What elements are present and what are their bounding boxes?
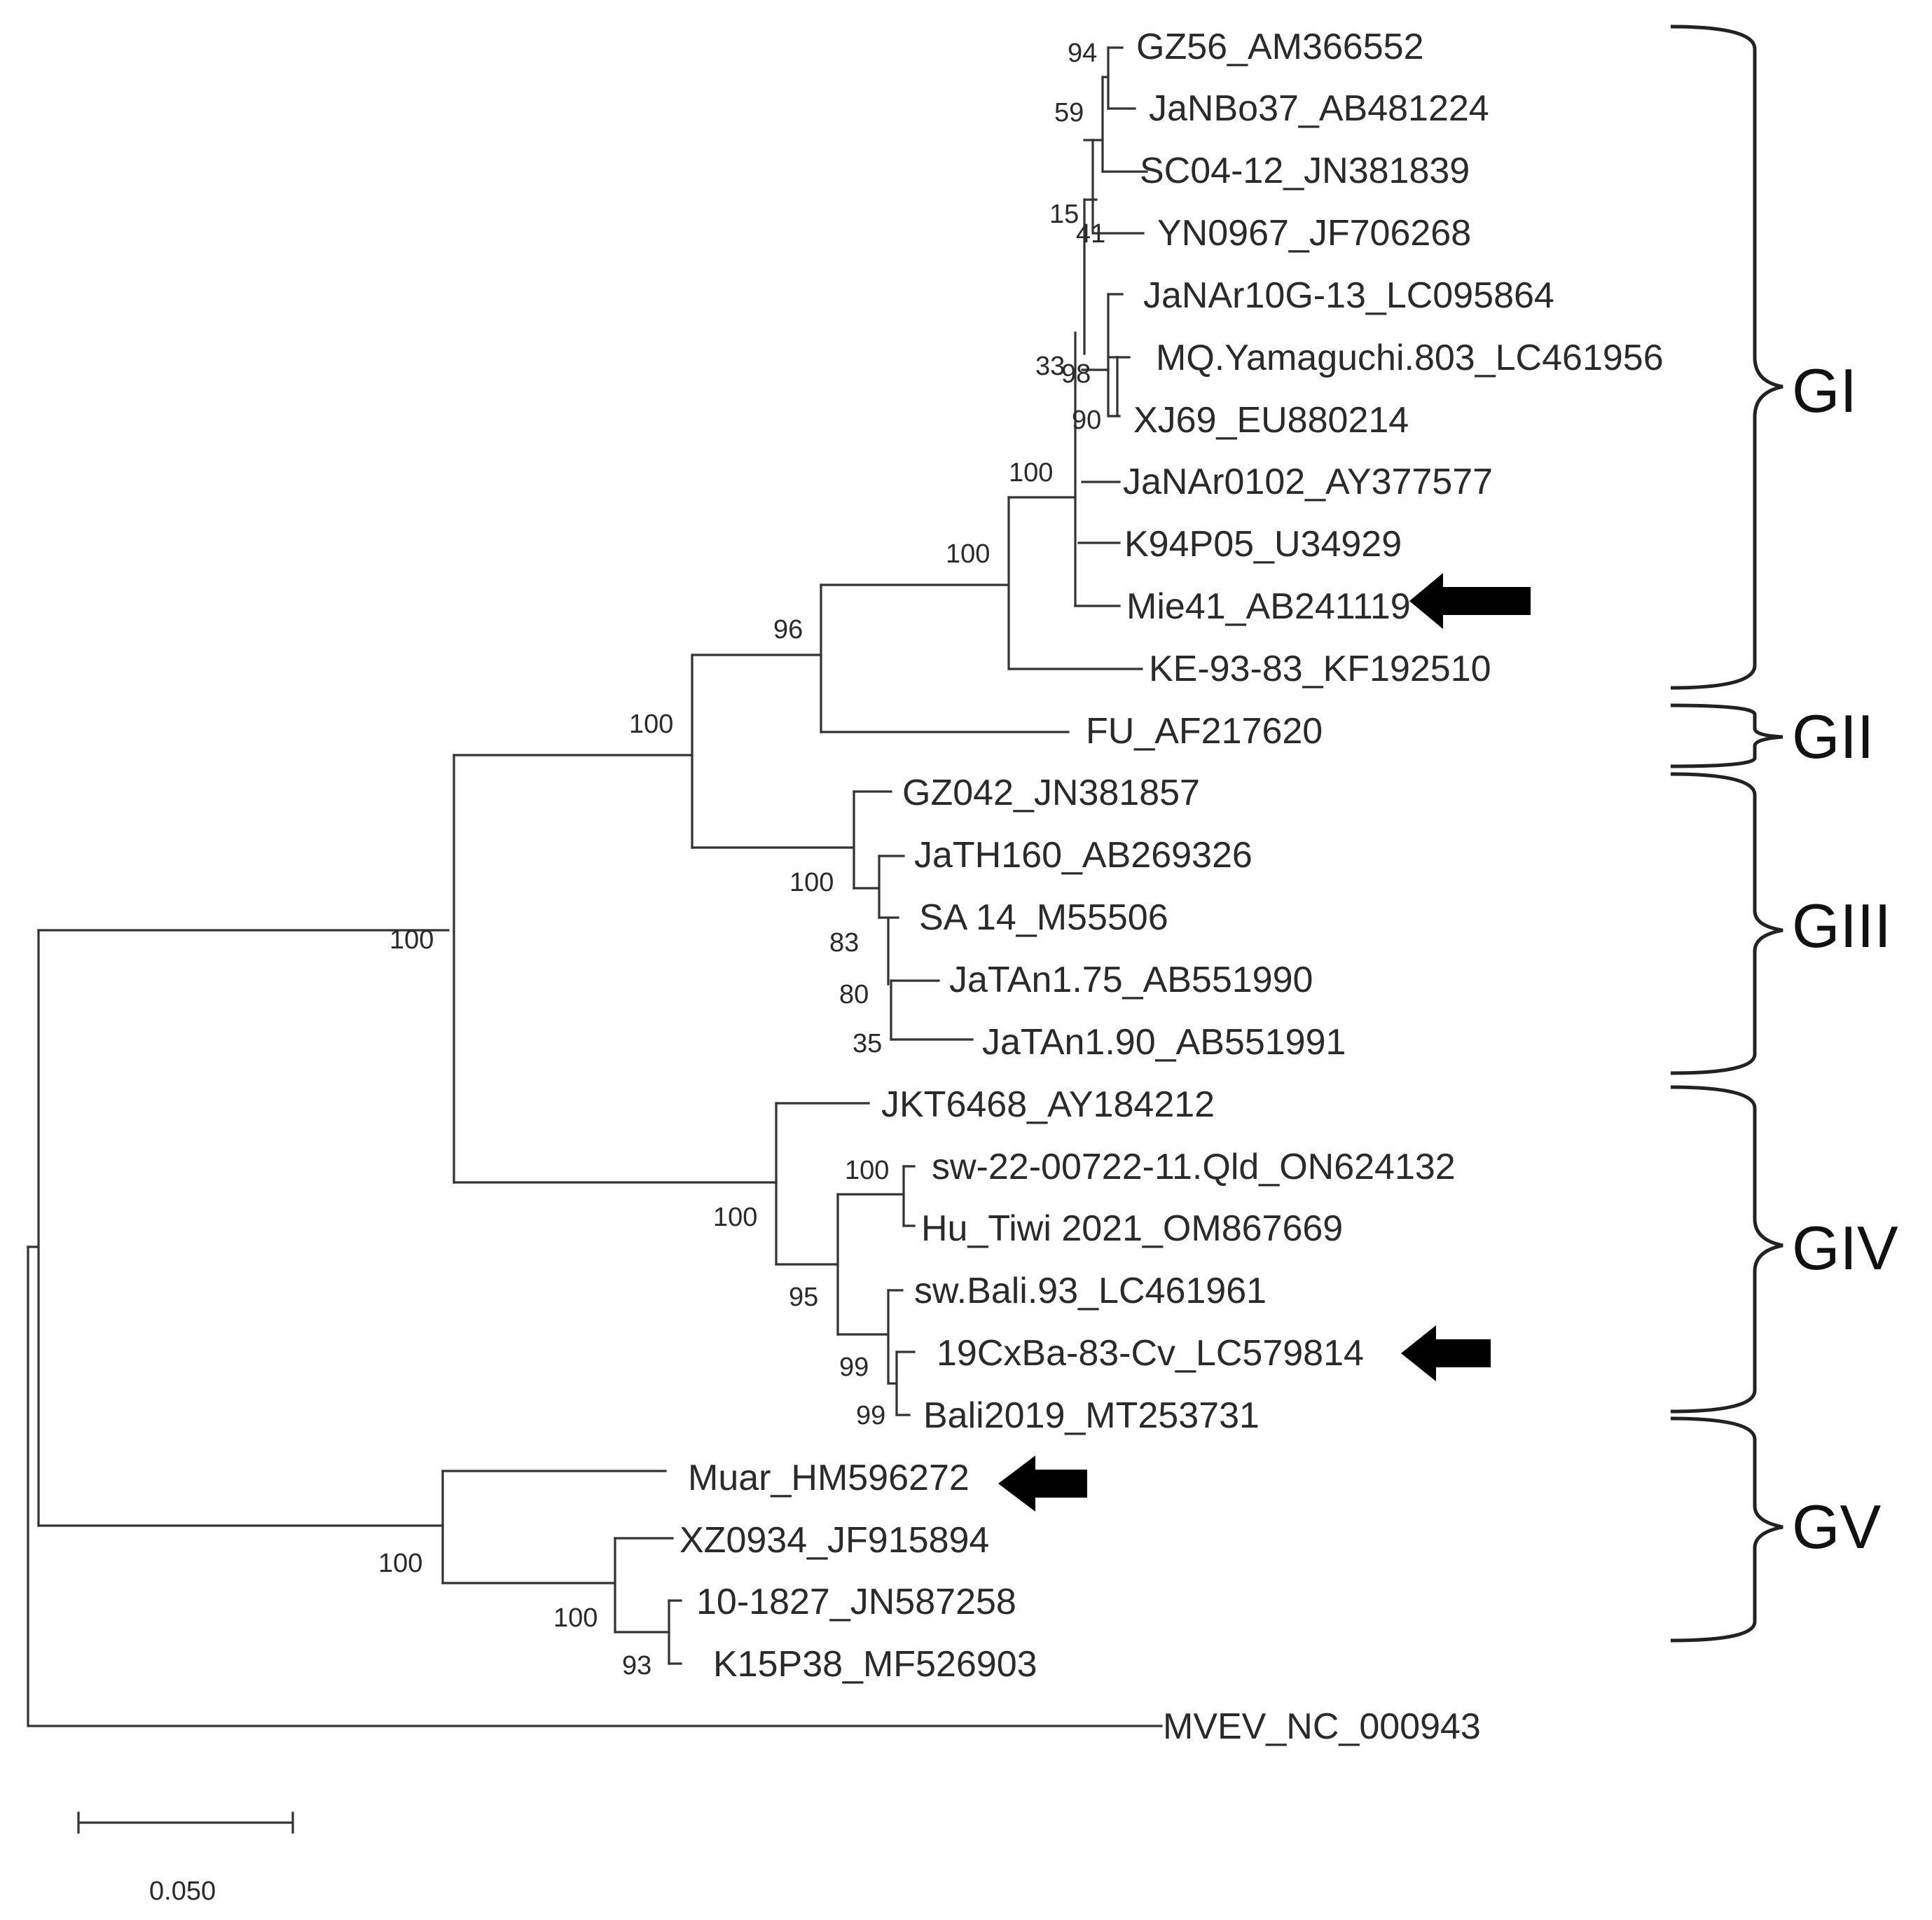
- taxon-label: GZ042_JN381857: [902, 773, 1200, 813]
- leaf-labels: GZ56_AM366552 JaNBo37_AB481224 SC04-12_J…: [679, 27, 1664, 1747]
- tree-branches: [27, 46, 1163, 1727]
- bootstrap-value: 33: [1035, 352, 1065, 381]
- taxon-label: Muar_HM596272: [688, 1458, 970, 1498]
- taxon-label: sw-22-00722-11.Qld_ON624132: [932, 1147, 1456, 1187]
- bootstrap-value: 90: [1072, 406, 1101, 435]
- taxon-label: JaTH160_AB269326: [914, 835, 1253, 876]
- bootstrap-value: 100: [389, 925, 434, 955]
- genotype-label-giii: GIII: [1792, 891, 1891, 960]
- taxon-label: SA 14_M55506: [919, 897, 1168, 938]
- bootstrap-value: 100: [845, 1156, 889, 1185]
- taxon-label: JaNAr0102_AY377577: [1123, 462, 1493, 502]
- bracket-gi: [1670, 25, 1783, 690]
- bracket-gii: [1670, 703, 1783, 768]
- scale-bar-line: [77, 1811, 294, 1834]
- genotype-brackets: [1670, 25, 1783, 1643]
- bootstrap-value: 99: [856, 1401, 885, 1430]
- genotype-label-gi: GI: [1792, 356, 1857, 425]
- taxon-label: JaTAn1.75_AB551990: [949, 960, 1313, 1000]
- left-arrow-icon: [1409, 573, 1531, 629]
- taxon-label: KE-93-83_KF192510: [1149, 649, 1491, 689]
- bootstrap-value: 83: [829, 928, 859, 958]
- genotype-labels: GI GII GIII GIV GV: [1792, 356, 1898, 1561]
- bootstrap-value: 80: [839, 980, 869, 1009]
- bootstrap-value: 93: [622, 1651, 651, 1680]
- taxon-label: Bali2019_MT253731: [923, 1395, 1260, 1436]
- taxon-label: Hu_Tiwi 2021_OM867669: [921, 1208, 1343, 1249]
- taxon-label: sw.Bali.93_LC461961: [914, 1271, 1267, 1311]
- taxon-label: XZ0934_JF915894: [679, 1520, 989, 1561]
- taxon-label: 19CxBa-83-Cv_LC579814: [937, 1333, 1364, 1374]
- taxon-label: MQ.Yamaguchi.803_LC461956: [1156, 338, 1664, 378]
- taxon-label: XJ69_EU880214: [1133, 400, 1409, 441]
- scale-bar: 0.050: [77, 1811, 294, 1906]
- bootstrap-value: 59: [1054, 98, 1084, 127]
- taxon-label: K94P05_U34929: [1124, 524, 1402, 565]
- bootstrap-value: 100: [946, 539, 990, 569]
- bootstrap-value: 98: [1061, 359, 1091, 389]
- bootstrap-value: 94: [1068, 39, 1097, 68]
- left-arrow-icon: [1401, 1325, 1491, 1381]
- bootstrap-value: 100: [789, 868, 834, 897]
- scale-bar-label: 0.050: [149, 1877, 216, 1906]
- taxon-label: JaTAn1.90_AB551991: [982, 1022, 1346, 1063]
- bootstrap-value: 100: [629, 710, 673, 739]
- taxon-label: JaNBo37_AB481224: [1149, 88, 1489, 129]
- genotype-label-gv: GV: [1792, 1492, 1881, 1561]
- bootstrap-value: 15: [1049, 200, 1079, 229]
- bootstrap-value: 95: [789, 1283, 818, 1312]
- taxon-label: K15P38_MF526903: [713, 1644, 1037, 1685]
- bracket-giii: [1670, 772, 1783, 1075]
- genotype-label-giv: GIV: [1792, 1213, 1898, 1283]
- taxon-label: SC04-12_JN381839: [1140, 151, 1470, 191]
- taxon-label: GZ56_AM366552: [1136, 27, 1424, 67]
- bootstrap-value: 35: [853, 1029, 882, 1058]
- taxon-label: JKT6468_AY184212: [881, 1084, 1215, 1125]
- bootstrap-value: 100: [378, 1549, 422, 1578]
- bootstrap-value: 100: [1009, 458, 1053, 488]
- bootstrap-value: 41: [1076, 219, 1105, 249]
- bracket-gv: [1670, 1416, 1783, 1643]
- taxon-label: 10-1827_JN587258: [696, 1582, 1016, 1622]
- taxon-label: Mie41_AB241119: [1126, 586, 1411, 627]
- left-arrow-icon: [998, 1456, 1087, 1512]
- bootstrap-labels: 94 59 15 41 33 98 90 100 100 96 100 100 …: [378, 39, 1105, 1680]
- bootstrap-value: 100: [713, 1203, 757, 1232]
- taxon-label: JaNAr10G-13_LC095864: [1143, 275, 1554, 316]
- taxon-label: YN0967_JF706268: [1157, 213, 1471, 254]
- highlight-arrows: [998, 573, 1531, 1512]
- bootstrap-value: 99: [839, 1353, 869, 1382]
- taxon-label: MVEV_NC_000943: [1163, 1706, 1481, 1747]
- bracket-giv: [1670, 1085, 1783, 1414]
- bootstrap-value: 96: [773, 615, 803, 644]
- genotype-label-gii: GII: [1792, 702, 1874, 771]
- taxon-label: FU_AF217620: [1086, 711, 1323, 752]
- bootstrap-value: 100: [553, 1603, 598, 1633]
